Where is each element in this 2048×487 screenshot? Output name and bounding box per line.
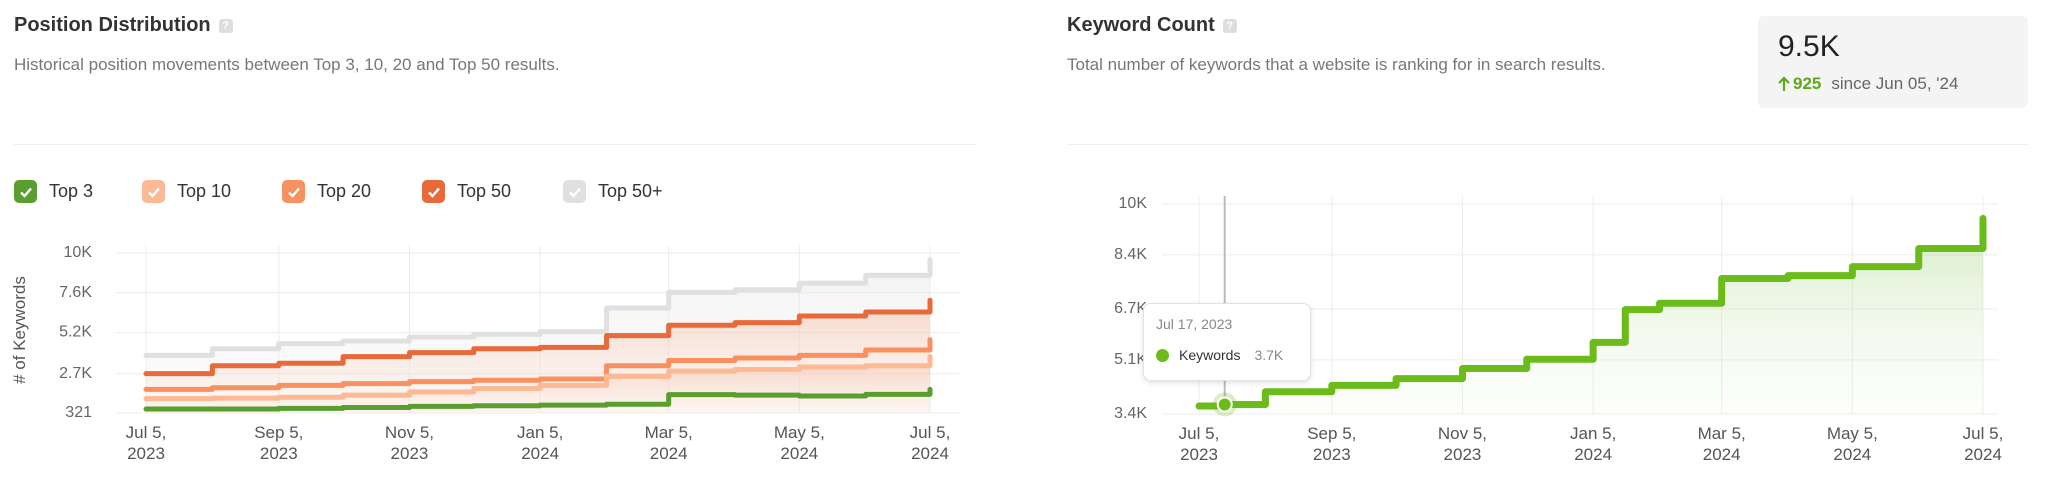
legend: Top 3 Top 10 Top 20 Top 50 Top 50+ (14, 180, 974, 206)
divider (14, 144, 976, 145)
kpi-note: since Jun 05, '24 (1831, 74, 1959, 93)
tooltip-title: Jul 17, 2023 (1156, 316, 1233, 332)
check-icon (287, 187, 300, 198)
x-tick-label: Mar 5, 2024 (1697, 424, 1746, 464)
x-tick-label: Nov 5, 2023 (384, 423, 435, 463)
x-tick-label: Mar 5, 2024 (644, 423, 693, 463)
legend-checkbox[interactable] (142, 180, 165, 203)
check-icon (19, 187, 32, 198)
y-tick-label: 321 (65, 404, 92, 421)
chart-subtitle: Historical position movements between To… (14, 55, 560, 74)
legend-label: Top 20 (317, 181, 372, 201)
x-tick-label: Jul 5, 2023 (1178, 424, 1220, 464)
tooltip-row: Keywords 3.7K (1156, 347, 1283, 363)
legend-label: Top 50 (457, 181, 512, 201)
x-tick-label: May 5, 2024 (773, 423, 825, 463)
x-tick-label: Jan 5, 2024 (516, 423, 564, 463)
tooltip: Jul 17, 2023 Keywords 3.7K (1143, 303, 1311, 381)
check-icon (568, 187, 581, 198)
legend-item[interactable]: Top 3 (14, 180, 93, 203)
up-arrow (1778, 76, 1790, 91)
area (1199, 218, 1983, 414)
tooltip-swatch (1156, 348, 1169, 362)
x-tick-label: Jul 5, 2024 (1962, 424, 2004, 464)
y-tick-label: 8.4K (1114, 246, 1147, 263)
legend-label: Top 10 (177, 181, 232, 201)
series-line (143, 257, 933, 358)
x-tick-label: Sep 5, 2023 (254, 423, 304, 463)
legend-checkbox[interactable] (282, 180, 305, 203)
x-tick-label: Jul 5, 2024 (909, 423, 951, 463)
chart-title: Position Distribution (14, 14, 211, 36)
legend-item[interactable]: Top 20 (282, 180, 371, 203)
kpi-change: 925 (1793, 74, 1822, 93)
y-tick-label: 5.2K (59, 324, 92, 341)
y-axis-title: # of Keywords (10, 276, 29, 384)
y-tick-label: 7.6K (59, 284, 92, 301)
x-tick-label: Jul 5, 2023 (125, 423, 167, 463)
legend-checkbox[interactable] (14, 180, 37, 203)
series-line (1195, 214, 1987, 410)
x-tick-label: Jan 5, 2024 (1569, 424, 1617, 464)
kpi-value: 9.5K (1778, 30, 1840, 63)
kpi-card: 9.5K 925 since Jun 05, '24 (1758, 16, 2028, 108)
y-tick-label: 6.7K (1114, 300, 1147, 317)
series-line (143, 354, 933, 402)
check-icon (427, 187, 440, 198)
y-tick-label: 10K (64, 244, 93, 261)
help-icon[interactable]: ? (218, 18, 233, 33)
series-line (143, 297, 933, 377)
y-tick-label: 10K (1119, 195, 1148, 212)
legend-checkbox[interactable] (422, 180, 445, 203)
tooltip-series: Keywords (1179, 347, 1241, 363)
y-tick-label: 2.7K (59, 365, 92, 382)
panel-title: Keyword Count? (1067, 14, 1237, 37)
legend-item[interactable]: Top 50 (422, 180, 511, 203)
panel-title: Position Distribution? (14, 14, 233, 37)
legend-label: Top 50+ (598, 181, 663, 201)
x-tick-label: Sep 5, 2023 (1307, 424, 1357, 464)
hover-point (1216, 396, 1233, 413)
y-tick-label: 3.4K (1114, 405, 1147, 422)
series-line (143, 386, 933, 412)
help-icon[interactable]: ? (1222, 18, 1237, 33)
x-tick-label: Nov 5, 2023 (1437, 424, 1488, 464)
check-icon (147, 187, 160, 198)
legend-item[interactable]: Top 50+ (563, 180, 663, 203)
tooltip-value: 3.7K (1254, 347, 1284, 363)
y-tick-label: 5.1K (1114, 351, 1147, 368)
series-line (143, 337, 933, 392)
chart-title: Keyword Count (1067, 14, 1215, 36)
divider (1067, 144, 2028, 145)
kpi-change-row: 925 since Jun 05, '24 (1778, 74, 1958, 94)
legend-checkbox[interactable] (563, 180, 586, 203)
x-tick-label: May 5, 2024 (1826, 424, 1878, 464)
legend-item[interactable]: Top 10 (142, 180, 231, 203)
legend-label: Top 3 (49, 181, 94, 201)
chart-subtitle: Total number of keywords that a website … (1067, 55, 1606, 74)
